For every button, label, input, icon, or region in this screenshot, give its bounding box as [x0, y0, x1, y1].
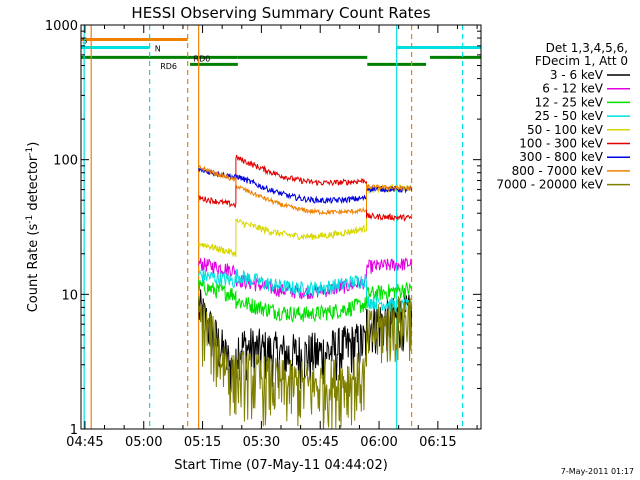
legend-label: 800 - 7000 keV — [512, 164, 604, 178]
legend-label: 50 - 100 keV — [527, 123, 604, 137]
y-tick-label: 10 — [61, 288, 78, 303]
legend-label: 12 - 25 keV — [535, 95, 604, 109]
7000-20000-kev-series — [198, 296, 413, 430]
legend-header-2: FDecim 1, Att 0 — [535, 54, 628, 68]
x-tick-label: 05:00 — [125, 435, 162, 450]
legend-label: 25 - 50 keV — [535, 109, 604, 123]
x-axis: 04:45 05:00 05:15 05:30 05:45 06:00 06:15 — [66, 25, 478, 450]
x-axis-label: Start Time (07-May-11 04:44:02) — [174, 458, 388, 473]
legend-label: 300 - 800 keV — [519, 150, 603, 164]
x-tick-label: 04:45 — [66, 435, 103, 450]
plot-frame — [80, 24, 482, 430]
observing-flags: SNRD0RD6 — [81, 37, 481, 71]
y-tick-label: 1000 — [45, 19, 78, 34]
50-100-kev-series — [198, 183, 412, 258]
flag-label-rd6: RD6 — [160, 62, 177, 71]
footer-date: 7-May-2011 01:17 — [561, 467, 634, 476]
100-300-kev-series — [198, 154, 412, 222]
flag-label-n: N — [155, 45, 161, 54]
y-axis-label: Count Rate (s-1 detector-1) — [25, 142, 41, 313]
legend-label: 3 - 6 keV — [550, 68, 604, 82]
legend-label: 100 - 300 keV — [519, 137, 603, 151]
chart-title: HESSI Observing Summary Count Rates — [131, 4, 430, 22]
x-tick-label: 06:15 — [419, 435, 456, 450]
y-tick-label: 100 — [53, 154, 78, 169]
legend-header-1: Det 1,3,4,5,6, — [546, 41, 628, 55]
attenuator-lines — [83, 25, 464, 429]
6-12-kev-series — [198, 257, 413, 300]
x-tick-label: 06:00 — [360, 435, 397, 450]
legend: Det 1,3,4,5,6, FDecim 1, Att 0 3 - 6 keV… — [496, 41, 630, 192]
y-axis: 1 10 100 1000 — [45, 19, 481, 438]
12-25-kev-series — [198, 278, 412, 323]
x-tick-label: 05:15 — [184, 435, 221, 450]
x-tick-label: 05:30 — [243, 435, 280, 450]
x-tick-label: 05:45 — [301, 435, 338, 450]
flag-label-rd0: RD0 — [194, 54, 211, 63]
y-tick-label: 1 — [70, 423, 78, 438]
25-50-kev-series — [198, 268, 413, 313]
legend-label: 7000 - 20000 keV — [496, 178, 603, 192]
legend-label: 6 - 12 keV — [542, 82, 604, 96]
series-layer — [198, 154, 413, 430]
800-7000-kev-series — [198, 164, 413, 216]
